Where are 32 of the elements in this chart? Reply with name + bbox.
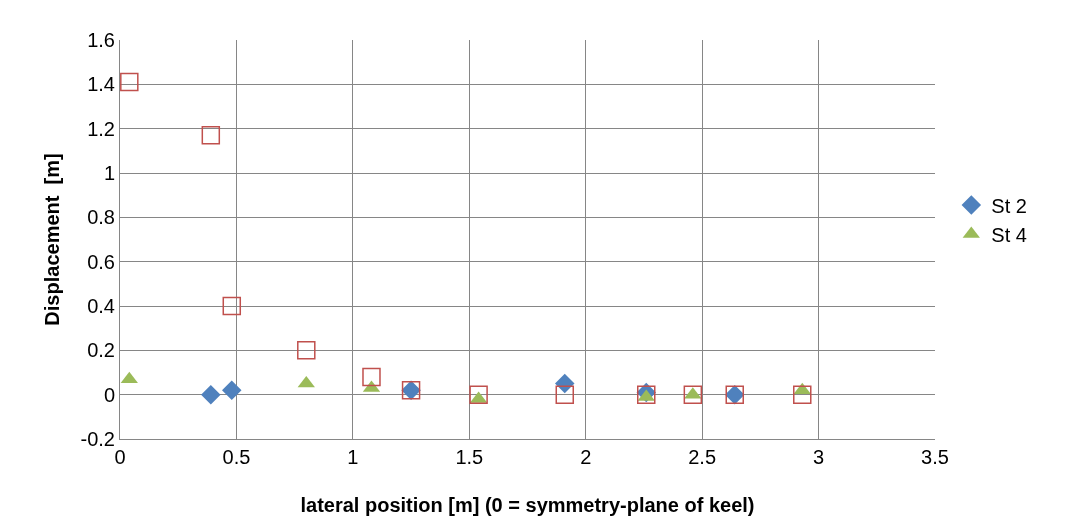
x-tick-label: 3 [813, 446, 825, 468]
legend-label: St 2 [991, 194, 1027, 217]
point [201, 126, 221, 145]
x-tick-label: 3.5 [921, 446, 949, 468]
point [683, 385, 703, 404]
x-tick-label: 2.5 [688, 446, 717, 468]
x-axis-title: lateral position [m] (0 = symmetry-plane of keel) [300, 493, 755, 516]
point [297, 341, 316, 360]
y-tick-label: 0.2 [87, 339, 115, 362]
y-tick-label: 0.8 [87, 206, 115, 229]
y-tick-label: 1.6 [87, 29, 115, 51]
y-tick-label: -0.2 [80, 428, 115, 450]
point [222, 296, 242, 316]
point [469, 385, 488, 404]
x-tick-label: 2 [580, 446, 592, 468]
point [201, 384, 221, 405]
x-tick-label: 1 [347, 446, 359, 468]
y-tick-label: 0.4 [87, 295, 115, 317]
y-axis-title: Displacement [m] [41, 153, 64, 326]
point [793, 385, 812, 404]
point [222, 380, 242, 400]
point [120, 72, 139, 92]
x-tick-label: 1.5 [455, 446, 484, 468]
y-tick-label: 0 [103, 383, 115, 406]
y-tick-label: 1 [103, 162, 115, 184]
y-tick-label: 1.4 [87, 73, 115, 96]
legend-label: St 4 [991, 223, 1027, 246]
x-tick-label: 0.5 [222, 446, 251, 468]
point [555, 385, 575, 404]
y-tick-label: 0.6 [87, 250, 115, 273]
point [362, 367, 381, 387]
y-tick-label: 1.2 [87, 117, 115, 140]
